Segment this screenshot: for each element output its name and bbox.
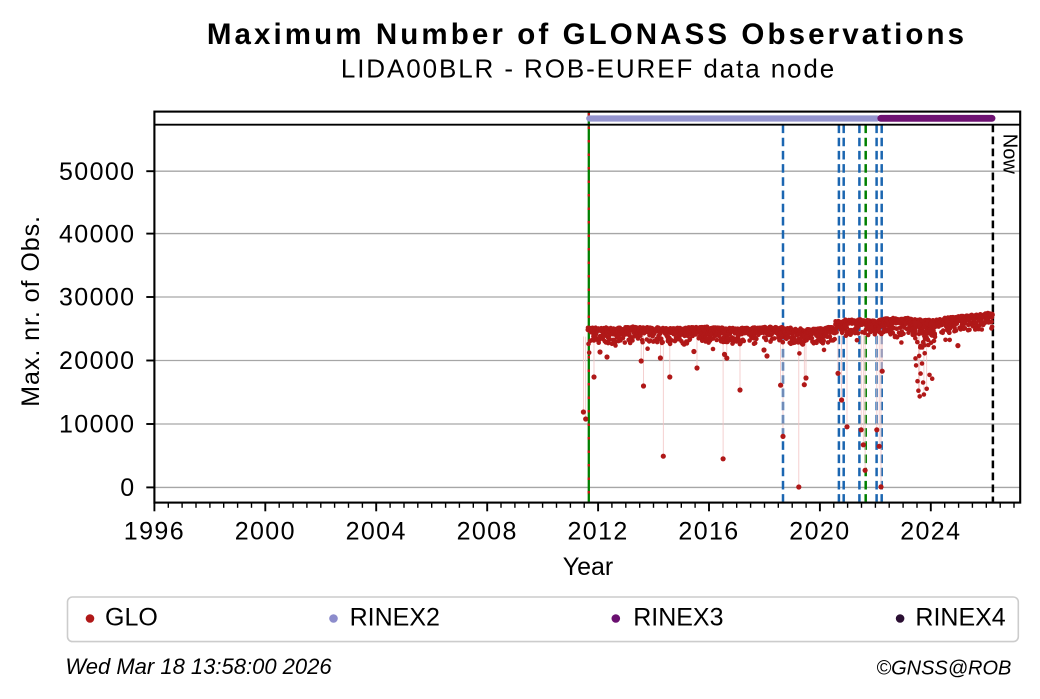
svg-text:RINEX3: RINEX3 [633,604,723,632]
svg-text:2016: 2016 [678,518,739,546]
svg-text:2020: 2020 [789,518,850,546]
svg-text:1996: 1996 [124,518,185,546]
svg-text:0: 0 [120,474,135,502]
svg-text:2012: 2012 [567,518,628,546]
svg-text:RINEX4: RINEX4 [915,604,1005,632]
svg-text:30000: 30000 [59,284,136,312]
svg-text:GLO: GLO [105,604,158,632]
svg-text:2024: 2024 [900,518,961,546]
svg-text:LIDA00BLR - ROB-EUREF data nod: LIDA00BLR - ROB-EUREF data node [341,54,836,84]
svg-text:2000: 2000 [235,518,296,546]
svg-text:50000: 50000 [59,158,136,186]
svg-text:Now: Now [999,134,1021,175]
svg-text:Wed Mar 18 13:58:00 2026: Wed Mar 18 13:58:00 2026 [65,654,332,679]
svg-text:2008: 2008 [457,518,518,546]
svg-text:2004: 2004 [346,518,407,546]
svg-text:RINEX2: RINEX2 [350,604,440,632]
svg-text:20000: 20000 [59,347,136,375]
svg-text:10000: 10000 [59,411,136,439]
svg-text:©GNSS@ROB: ©GNSS@ROB [876,657,1011,679]
svg-text:40000: 40000 [59,220,136,248]
svg-text:Max. nr. of Obs.: Max. nr. of Obs. [17,215,45,407]
svg-text:Maximum Number of GLONASS Obse: Maximum Number of GLONASS Observations [207,18,967,51]
svg-text:Year: Year [563,553,614,581]
